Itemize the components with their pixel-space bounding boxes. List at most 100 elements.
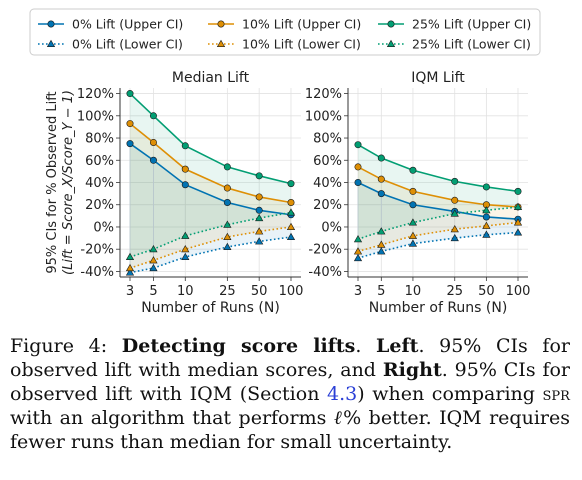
data-point xyxy=(409,187,417,195)
legend-label: 0% Lift (Lower CI) xyxy=(72,37,183,52)
data-point xyxy=(181,165,189,173)
legend-label: 25% Lift (Upper CI) xyxy=(412,17,531,32)
data-point xyxy=(255,206,263,214)
chart-title: IQM Lift xyxy=(411,70,465,86)
caption-bold-left: Left xyxy=(376,335,419,357)
y-axis-label: 95% CIs for % Observed Lift xyxy=(45,91,60,273)
y-tick-label: 100% xyxy=(305,109,342,124)
ci-band xyxy=(130,143,291,273)
data-point xyxy=(126,140,134,148)
y-tick-label: -40% xyxy=(80,265,114,280)
data-point xyxy=(181,142,189,150)
data-point xyxy=(353,234,363,243)
x-axis-label: Number of Runs (N) xyxy=(141,300,280,316)
figure-caption: Figure 4: Detecting score lifts. Left. 9… xyxy=(10,334,570,454)
legend-marker xyxy=(217,20,225,28)
y-axis-label-2: (Lift = Score_X/Score_Y − 1) xyxy=(61,90,76,275)
section-link[interactable]: 4.3 xyxy=(327,383,358,405)
x-tick-label: 5 xyxy=(149,284,157,299)
data-point xyxy=(377,227,386,235)
y-tick-label: 40% xyxy=(313,176,342,191)
data-point xyxy=(408,231,418,239)
median-lift-plot: Median Lift -40% -20% 0% 20% 40% 60% 80% 100% 120… xyxy=(45,70,303,316)
caption-bold-right: Right xyxy=(382,359,442,381)
legend-label: 0% Lift (Upper CI) xyxy=(72,17,183,32)
data-point xyxy=(377,190,385,198)
data-point xyxy=(482,213,490,221)
data-point xyxy=(354,163,362,171)
data-point xyxy=(125,268,135,276)
caption-ell: ℓ xyxy=(333,407,344,429)
data-point xyxy=(255,237,264,245)
x-tick-label: 100 xyxy=(279,284,304,299)
data-point xyxy=(451,196,459,204)
data-point xyxy=(181,181,189,189)
series-line xyxy=(129,92,292,185)
caption-text: . 95% CIs for observed lift with IQM (Se… xyxy=(10,359,570,405)
data-point xyxy=(482,206,491,214)
data-point xyxy=(377,154,385,162)
y-tick-label: 0% xyxy=(321,220,342,235)
chart-title: Median Lift xyxy=(172,70,250,86)
data-point xyxy=(125,252,135,260)
data-point xyxy=(513,218,523,226)
legend: 0% Lift (Upper CI) 0% Lift (Lower CI) 10% … xyxy=(29,8,541,56)
series-line xyxy=(357,231,519,259)
legend-marker xyxy=(46,39,56,48)
data-point xyxy=(377,175,385,183)
data-point xyxy=(287,180,295,188)
x-tick-label: 100 xyxy=(506,284,531,299)
data-point xyxy=(482,221,491,229)
caption-text: ) when comparing xyxy=(357,383,543,405)
data-point xyxy=(513,228,523,236)
data-point xyxy=(255,193,263,201)
data-point xyxy=(181,245,190,253)
series-line xyxy=(357,221,519,253)
x-tick-label: 50 xyxy=(251,284,268,299)
legend-label: 10% Lift (Lower CI) xyxy=(242,37,361,52)
caption-text: with an algorithm that performs xyxy=(10,407,334,429)
legend-label: 25% Lift (Lower CI) xyxy=(412,37,531,52)
x-tick-label: 3 xyxy=(126,284,134,299)
legend-marker xyxy=(216,39,226,48)
x-tick-label: 10 xyxy=(177,284,194,299)
x-tick-label: 25 xyxy=(446,284,463,299)
data-point xyxy=(149,263,158,272)
data-point xyxy=(408,218,418,226)
legend-box xyxy=(29,8,541,56)
data-point xyxy=(223,199,231,207)
legend-marker xyxy=(386,39,396,48)
data-point xyxy=(125,263,135,272)
series-line xyxy=(357,206,519,240)
data-point xyxy=(286,232,296,240)
legend-marker xyxy=(387,20,395,28)
data-point xyxy=(514,187,522,195)
data-point xyxy=(451,177,459,185)
series-line xyxy=(129,142,292,216)
data-point xyxy=(353,253,363,262)
x-tick-label: 25 xyxy=(219,284,236,299)
ci-band xyxy=(130,93,291,257)
y-tick-label: -40% xyxy=(308,265,342,280)
series-line xyxy=(357,166,519,208)
legend-marker xyxy=(47,20,55,28)
data-point xyxy=(287,199,295,207)
ci-band xyxy=(358,144,518,240)
data-point xyxy=(482,230,491,238)
y-tick-label: -20% xyxy=(80,243,114,258)
x-axis-label: Number of Runs (N) xyxy=(369,300,508,316)
data-point xyxy=(450,224,459,233)
series-line xyxy=(129,226,292,269)
data-point xyxy=(223,242,232,250)
series-line xyxy=(129,122,292,204)
x-tick-label: 50 xyxy=(478,284,495,299)
y-tick-label: 60% xyxy=(85,154,114,169)
data-point xyxy=(255,227,264,235)
series-line xyxy=(357,144,519,193)
data-point xyxy=(255,172,263,180)
ci-band xyxy=(358,182,518,259)
data-point xyxy=(223,163,231,171)
iqm-lift-plot: IQM Lift-40%-20%0%20%40%60%80%100%120%3 5… xyxy=(305,70,531,316)
data-point xyxy=(409,166,417,174)
data-point xyxy=(513,202,523,210)
